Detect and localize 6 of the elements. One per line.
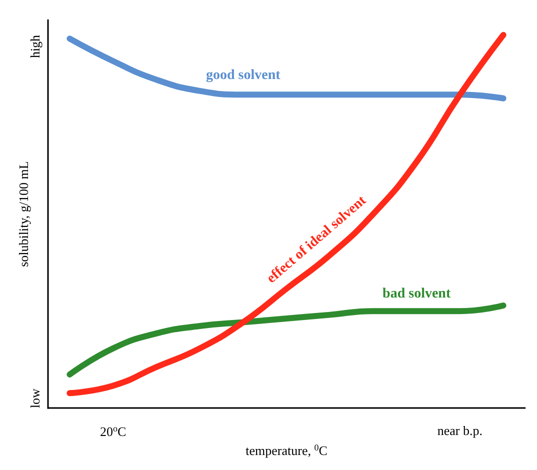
text: low	[28, 388, 42, 408]
text: high	[28, 34, 42, 58]
x-tick-label: near b.p.	[437, 423, 483, 438]
series-label: good solvent	[206, 68, 281, 84]
series-label: bad solvent	[382, 286, 451, 302]
y-axis-title: solubility, g/100 mL	[16, 161, 31, 267]
